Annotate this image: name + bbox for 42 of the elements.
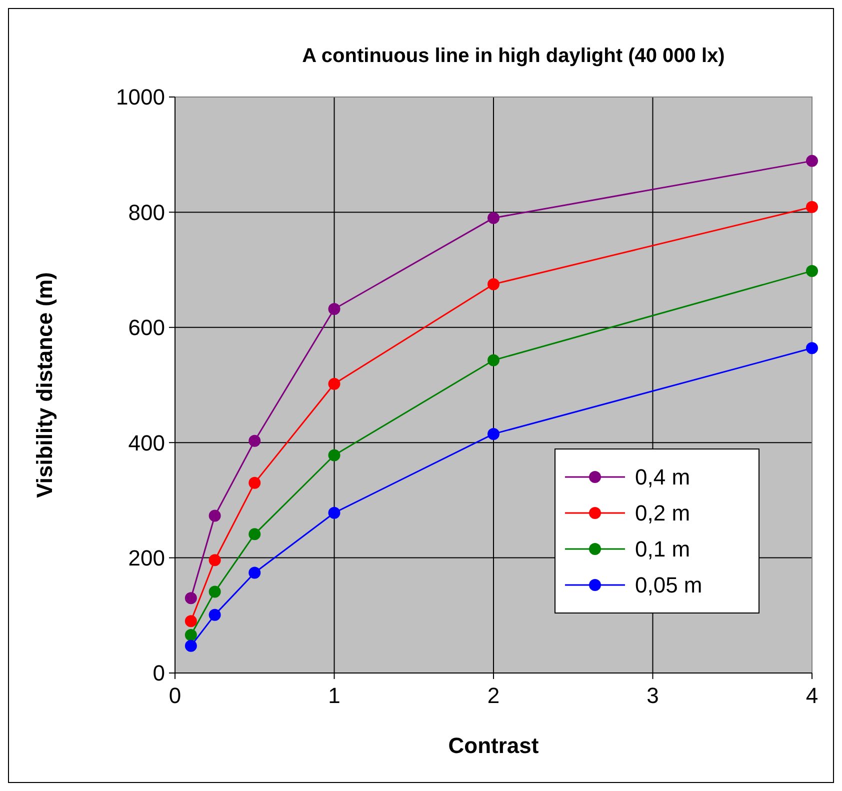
point	[806, 201, 818, 214]
x-axis-title: Contrast	[448, 733, 540, 758]
y-tick-label: 600	[128, 315, 165, 340]
point	[184, 592, 197, 604]
point	[184, 628, 197, 641]
y-tick-label: 800	[128, 200, 165, 225]
legend-label: 0,1 m	[635, 536, 690, 562]
point	[806, 342, 818, 354]
point	[184, 615, 197, 628]
x-tick-label: 0	[168, 683, 182, 708]
point	[328, 378, 340, 390]
point	[806, 154, 818, 167]
x-tick-label: 1	[328, 683, 340, 708]
point	[248, 528, 261, 540]
y-tick-label: 400	[128, 430, 165, 456]
legend-label: 0,2 m	[635, 500, 690, 526]
y-tick-label: 200	[128, 546, 165, 570]
y-axis-title: Visibility distance (m)	[32, 272, 57, 498]
point	[184, 640, 197, 652]
point	[208, 554, 221, 566]
point	[806, 264, 818, 277]
chart-title: A continuous line in high daylight (40 000 lx)	[302, 45, 725, 67]
point	[208, 608, 221, 621]
point	[328, 449, 340, 462]
point	[488, 278, 500, 290]
legend-label: 0,4 m	[635, 464, 690, 490]
x-tick-label: 2	[487, 683, 500, 708]
point	[328, 302, 340, 315]
point	[248, 566, 261, 579]
point	[488, 212, 500, 224]
point	[488, 354, 500, 366]
y-tick-label: 0	[152, 660, 165, 686]
point	[208, 510, 221, 522]
x-tick-label: 4	[806, 683, 818, 708]
point	[248, 434, 261, 447]
x-tick-label: 3	[646, 683, 659, 708]
point	[208, 586, 221, 598]
point	[248, 476, 261, 489]
legend-label: 0,05 m	[635, 572, 702, 598]
y-tick-label: 1000	[116, 84, 165, 110]
point	[328, 506, 340, 519]
point	[488, 428, 500, 440]
